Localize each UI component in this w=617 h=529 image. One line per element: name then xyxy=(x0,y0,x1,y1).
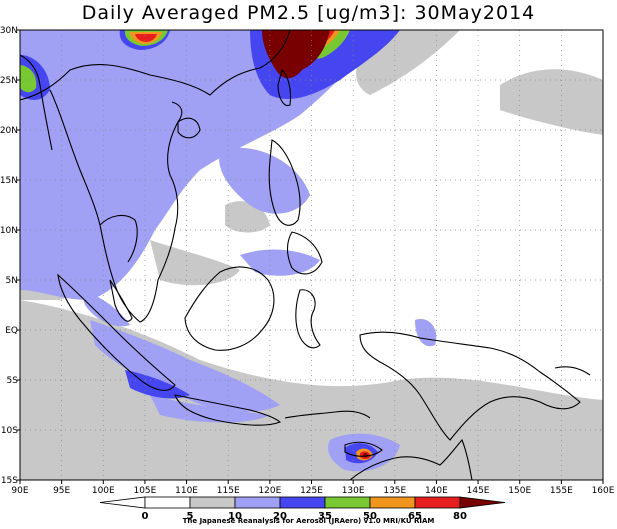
lon-tick-label: 95E xyxy=(53,486,70,496)
coastline-borneo xyxy=(184,266,275,351)
pm25-lightblue-newguinea xyxy=(415,319,437,347)
coastline-taiwan xyxy=(277,69,292,107)
pm25-green-myanmar xyxy=(20,65,37,93)
lon-tick-label: 115E xyxy=(217,486,240,496)
credit-line: The Japanese Reanalysis for Aerosol (JRA… xyxy=(182,517,435,525)
coastline-sulawesi xyxy=(295,289,321,349)
pm25-darkred-guangdong xyxy=(262,30,330,79)
lon-tick-label: 130E xyxy=(342,486,365,496)
lon-tick-label: 90E xyxy=(11,486,28,496)
lat-tick-label: 5N xyxy=(6,276,18,286)
pm25-red-guangxi xyxy=(135,34,157,42)
coastline-java xyxy=(174,394,282,426)
coastline-malay-peninsula xyxy=(109,279,133,322)
lon-tick-label: 125E xyxy=(300,486,323,496)
lat-tick-label: 10N xyxy=(0,226,18,236)
colorbar-bin xyxy=(99,496,146,509)
lat-lon-grid xyxy=(20,30,603,480)
lat-tick-label: 5S xyxy=(7,376,19,386)
colorbar-label: 35 xyxy=(318,511,332,522)
colorbar-label: 5 xyxy=(187,511,194,522)
lon-tick-label: 150E xyxy=(508,486,531,496)
coastline-sumatra xyxy=(57,273,176,391)
coastline-new-britain xyxy=(554,366,591,376)
colorbar-bin xyxy=(144,496,191,509)
pm25-lightblue-sumatra xyxy=(90,320,280,412)
map-title: Daily Averaged PM2.5 [ug/m3]: 30May2014 xyxy=(81,2,536,24)
colorbar-label: 10 xyxy=(228,511,242,522)
lat-tick-label: 15N xyxy=(0,176,18,186)
colorbar-label: 20 xyxy=(273,511,287,522)
lon-tick-label: 140E xyxy=(425,486,448,496)
colorbar-label: 0 xyxy=(142,511,149,522)
lon-tick-label: 155E xyxy=(550,486,573,496)
colorbar-label: 80 xyxy=(453,511,467,522)
coastline-gulf-of-thailand xyxy=(99,214,138,263)
lon-tick-label: 160E xyxy=(592,486,615,496)
lon-tick-label: 135E xyxy=(383,486,406,496)
lat-tick-label: 30N xyxy=(0,26,18,36)
lat-tick-label: 20N xyxy=(0,126,18,136)
colorbar-bin xyxy=(234,496,281,509)
lon-tick-label: 145E xyxy=(467,486,490,496)
lat-tick-label: 25N xyxy=(0,76,18,86)
longitude-axis: 90E 95E 100E 105E 110E 115E 120E 125E 130E 135E 14… xyxy=(11,480,615,496)
colorbar-bin xyxy=(324,496,371,509)
coastline-bay-of-bengal xyxy=(20,54,53,151)
coastline-new-guinea xyxy=(359,331,581,441)
coastline-luzon xyxy=(268,139,301,226)
pm25-lightblue-java xyxy=(150,395,270,423)
lat-tick-label: EQ xyxy=(5,326,18,336)
colorbar-bin xyxy=(369,496,416,509)
coastline-timor xyxy=(344,441,383,457)
lon-tick-label: 100E xyxy=(92,486,115,496)
pm25-lightblue-celebes xyxy=(240,249,320,276)
coastline-hainan xyxy=(177,117,201,139)
coastline-australia xyxy=(349,438,473,480)
lat-tick-label: 10S xyxy=(1,426,18,436)
coastline-lesser-sunda xyxy=(284,410,371,419)
latitude-axis: 15S 10S 5S EQ 5N 10N 15N 20N 25N 30N xyxy=(0,26,20,486)
colorbar-bin xyxy=(459,496,506,509)
coastline-south-china xyxy=(20,30,291,101)
lon-tick-label: 110E xyxy=(175,486,198,496)
colorbar-label: 65 xyxy=(408,511,422,522)
colorbar-bin xyxy=(279,496,326,509)
pm25-blue-sumatra-south xyxy=(125,370,190,399)
pm25-lightblue-sea xyxy=(219,147,310,214)
lon-tick-label: 105E xyxy=(133,486,156,496)
pm25-lightblue-andaman xyxy=(80,290,130,327)
colorbar: 0 5 10 20 35 50 65 80 xyxy=(99,496,506,522)
colorbar-bin xyxy=(189,496,236,509)
coastline-indochina xyxy=(49,89,183,323)
coastlines xyxy=(20,30,591,480)
lon-tick-label: 120E xyxy=(258,486,281,496)
colorbar-label: 50 xyxy=(363,511,377,522)
colorbar-bin xyxy=(414,496,461,509)
coastline-mindanao xyxy=(286,231,323,275)
lat-tick-label: 15S xyxy=(1,476,18,486)
pm25-gray-center xyxy=(150,240,240,286)
pm25-gray-east xyxy=(500,69,603,135)
